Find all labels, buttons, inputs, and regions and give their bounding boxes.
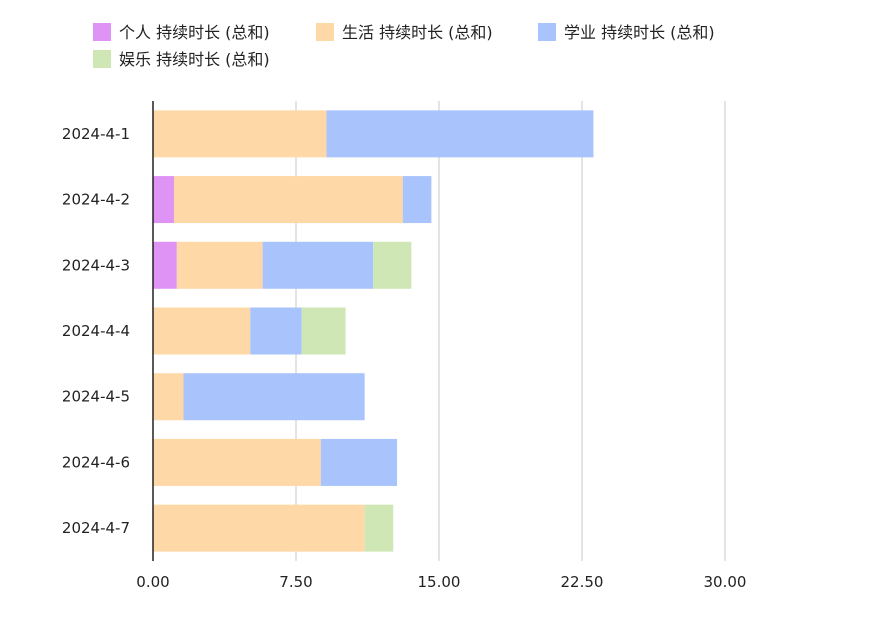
bar-segment (153, 373, 184, 421)
x-tick-label: 0.00 (136, 573, 169, 591)
category-label: 2024-4-4 (62, 322, 130, 340)
legend-label: 娱乐 持续时长 (总和) (119, 50, 270, 69)
category-label: 2024-4-3 (62, 256, 130, 274)
bar-segment (153, 241, 177, 289)
bar-segment (320, 438, 398, 486)
bar-segment (153, 307, 251, 355)
x-tick-label: 15.00 (418, 573, 461, 591)
x-tick-label: 30.00 (704, 573, 747, 591)
legend-swatch (538, 23, 556, 41)
bar-segment (364, 504, 394, 552)
x-tick-labels: 0.00 7.50 15.00 22.50 30.00 (136, 573, 746, 591)
category-label: 2024-4-2 (62, 191, 130, 209)
bar-segment (183, 373, 365, 421)
bar-segment (173, 176, 403, 224)
bar-segment (326, 110, 594, 158)
bar-segment (176, 241, 263, 289)
bar-segment (153, 504, 365, 552)
category-label: 2024-4-7 (62, 519, 130, 537)
bar-segment (250, 307, 302, 355)
category-label: 2024-4-5 (62, 388, 130, 406)
category-label: 2024-4-1 (62, 125, 130, 143)
x-tick-label: 7.50 (279, 573, 312, 591)
legend-swatch (316, 23, 334, 41)
bar-segment (153, 110, 327, 158)
bar-segment (301, 307, 346, 355)
category-labels: 2024-4-1 2024-4-2 2024-4-3 2024-4-4 2024-4-5… (62, 125, 130, 537)
bar-segment (153, 438, 321, 486)
gridlines (295, 101, 726, 561)
bar-segment (153, 176, 174, 224)
legend-label: 个人 持续时长 (总和) (119, 23, 270, 42)
bar-segment (262, 241, 374, 289)
bars (153, 110, 594, 552)
legend-swatch (93, 23, 111, 41)
legend-swatch (93, 50, 111, 68)
legend-label: 学业 持续时长 (总和) (564, 23, 715, 42)
legend: 个人 持续时长 (总和) 生活 持续时长 (总和) 学业 持续时长 (总和) 娱乐 持… (93, 23, 715, 69)
legend-label: 生活 持续时长 (总和) (342, 23, 493, 42)
category-label: 2024-4-6 (62, 453, 130, 471)
x-tick-label: 22.50 (561, 573, 604, 591)
bar-segment (373, 241, 412, 289)
bar-segment (402, 176, 432, 224)
